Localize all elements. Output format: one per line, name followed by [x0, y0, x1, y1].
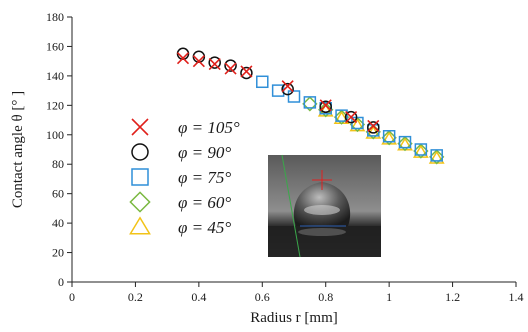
legend-label: φ = 60°	[178, 193, 231, 212]
legend-marker-triangle	[129, 216, 151, 235]
data-point-square	[430, 149, 443, 162]
x-tick-label: 0.4	[191, 290, 206, 304]
data-point-x	[176, 52, 190, 65]
series-x	[176, 52, 380, 133]
data-point-circle	[240, 66, 253, 80]
data-point-diamond	[429, 149, 445, 165]
y-tick-label: 180	[46, 10, 64, 24]
data-point-x	[192, 55, 205, 68]
data-point-square	[303, 96, 317, 109]
legend-marker-diamond	[129, 191, 151, 213]
data-point-square	[382, 130, 396, 143]
data-point-square	[398, 135, 412, 149]
legend-label: φ = 45°	[178, 218, 231, 237]
legend-label: φ = 90°	[178, 143, 231, 162]
data-point-diamond	[397, 135, 413, 152]
x-tick-label: 1	[386, 290, 392, 304]
y-tick-label: 120	[46, 98, 64, 112]
x-tick-label: 0.6	[255, 290, 270, 304]
data-point-x	[240, 65, 253, 78]
x-tick-label: 1.2	[445, 290, 460, 304]
legend-label: φ = 105°	[178, 118, 240, 137]
x-tick-label: 0	[69, 290, 75, 304]
legend: φ = 105° φ = 90° φ = 75° φ = 60° φ = 45°	[129, 118, 240, 237]
y-tick-label: 80	[52, 157, 64, 171]
series-diamond	[302, 96, 445, 165]
data-point-circle	[281, 82, 294, 96]
data-point-circle	[208, 56, 221, 69]
y-tick-label: 160	[46, 39, 64, 53]
data-point-x	[345, 111, 358, 124]
x-tick-label: 0.8	[318, 290, 333, 304]
data-point-diamond	[381, 130, 397, 146]
droplet-inset-photo	[268, 154, 381, 258]
legend-marker-x	[131, 118, 149, 136]
data-point-diamond	[302, 96, 318, 112]
x-axis-label: Radius r [mm]	[250, 310, 338, 326]
y-tick-label: 40	[52, 216, 64, 230]
y-tick-label: 140	[46, 69, 64, 83]
data-point-diamond	[413, 143, 429, 159]
series-square	[256, 75, 443, 162]
data-point-circle	[344, 110, 358, 124]
data-layer	[176, 47, 445, 165]
data-point-x	[367, 119, 380, 133]
x-tick-label: 0.2	[128, 290, 143, 304]
legend-marker-circle	[131, 143, 149, 161]
y-tick-label: 20	[52, 246, 64, 260]
legend-label: φ = 75°	[178, 168, 231, 187]
data-point-circle	[224, 59, 237, 72]
data-point-x	[208, 58, 221, 71]
data-point-square	[256, 75, 269, 89]
y-tick-label: 60	[52, 187, 64, 201]
data-point-square	[287, 90, 301, 103]
axes: 0 20 40 60 80 100 120 140 160 180 0 0.2 0.4 0.6 0.8 1 1.…	[10, 10, 524, 326]
data-point-circle	[367, 121, 380, 134]
data-point-diamond	[318, 102, 334, 118]
data-point-square	[414, 143, 428, 156]
legend-marker-square	[131, 168, 149, 186]
y-tick-label: 0	[58, 275, 64, 289]
y-axis-label: Contact angle θ [° ]	[10, 91, 26, 208]
data-point-x	[281, 80, 294, 93]
y-tick-label: 100	[46, 128, 64, 142]
data-point-circle	[319, 100, 332, 114]
x-tick-label: 1.4	[509, 290, 524, 304]
data-point-x	[319, 99, 332, 112]
data-point-square	[335, 109, 348, 122]
data-point-x	[224, 62, 237, 75]
